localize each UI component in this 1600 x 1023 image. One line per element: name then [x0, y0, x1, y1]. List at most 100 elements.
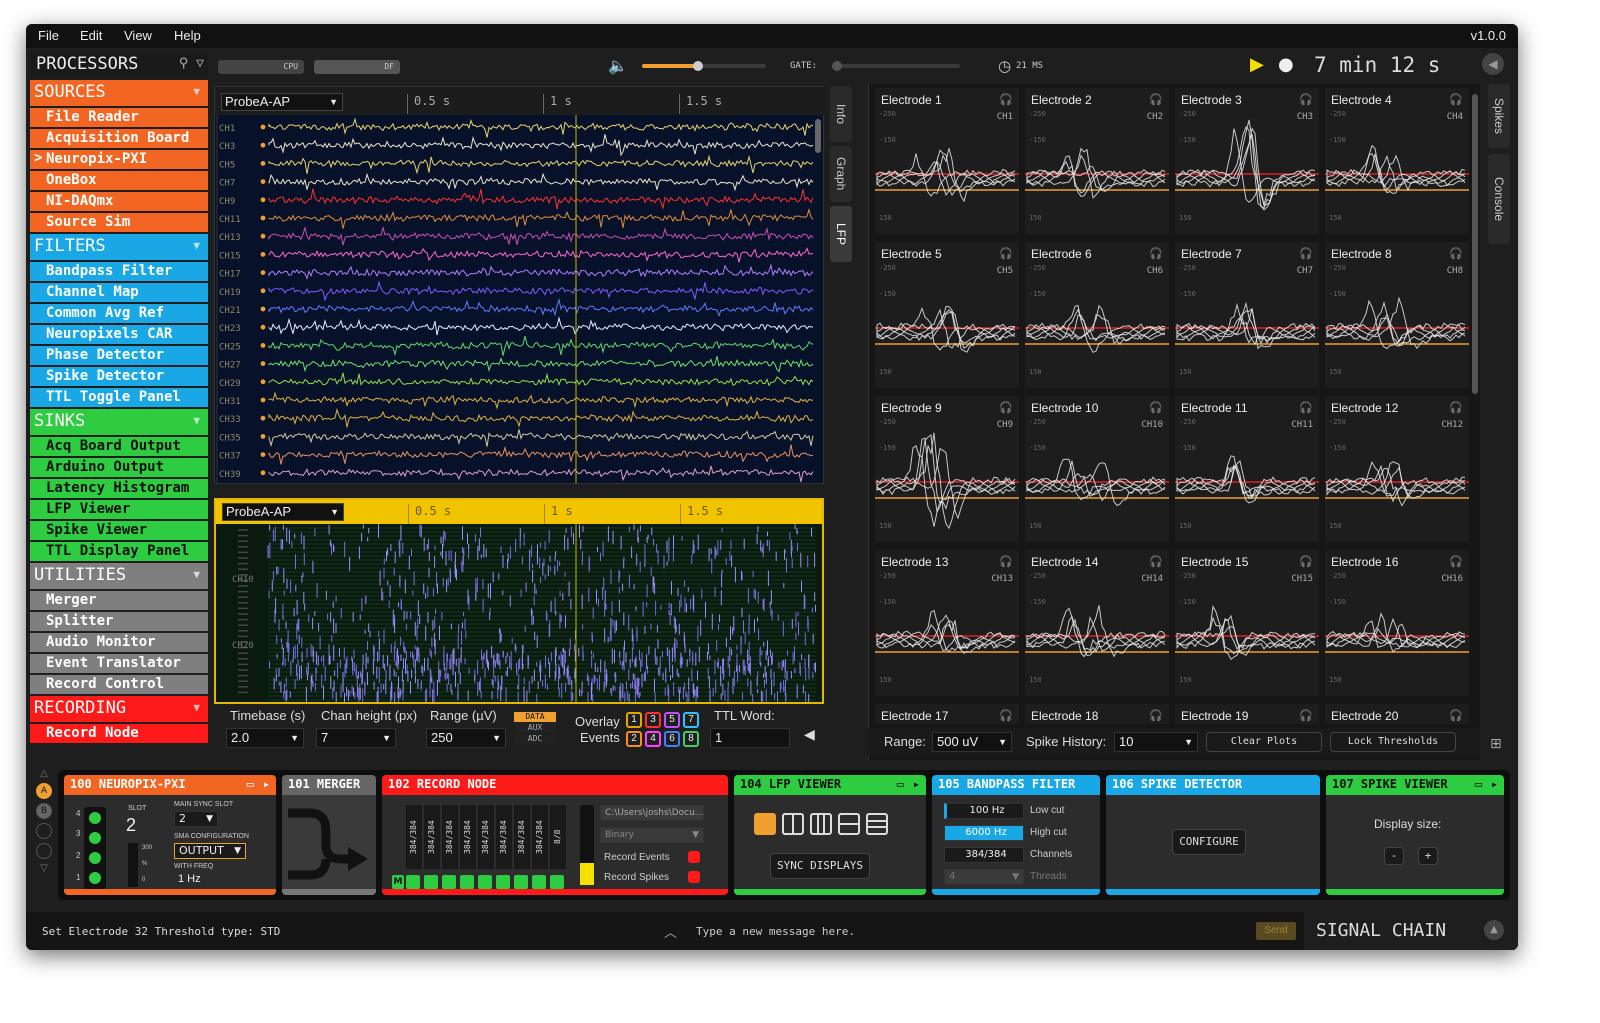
collapse-icon[interactable]: ▸ — [262, 777, 270, 791]
menu-edit[interactable]: Edit — [80, 28, 103, 43]
electrode-plot[interactable]: Electrode 8 🎧 CH8 -250 -150 150 — [1325, 242, 1469, 388]
signal-type-selector[interactable]: DATA AUX ADC — [514, 712, 556, 744]
tab-graph[interactable]: Graph — [830, 146, 852, 202]
headphones-icon[interactable]: 🎧 — [999, 555, 1013, 568]
volume-icon[interactable]: 🔈 — [608, 56, 628, 75]
processor-item[interactable]: Bandpass Filter — [30, 262, 208, 281]
collapse-arrow-icon[interactable]: ◀ — [804, 726, 815, 742]
layout-two-col-icon[interactable] — [782, 813, 804, 835]
stream-record-toggle[interactable] — [514, 875, 528, 889]
event-channel-toggle[interactable]: 1 — [626, 712, 642, 728]
scroll-down-icon[interactable]: ▽ — [40, 863, 48, 874]
stream-record-toggle[interactable] — [496, 875, 510, 889]
headphones-icon[interactable]: 🎧 — [1149, 709, 1163, 722]
raster-stream-select[interactable]: ProbeA-AP ▼ — [222, 503, 344, 521]
port-led[interactable] — [89, 812, 101, 824]
merger-icon[interactable] — [282, 797, 376, 893]
processor-item[interactable]: Record Control — [30, 675, 208, 694]
headphones-icon[interactable]: 🎧 — [1299, 247, 1313, 260]
mode-adc[interactable]: ADC — [514, 734, 556, 744]
electrode-plot[interactable]: Electrode 16 🎧 CH16 -250 -150 150 — [1325, 550, 1469, 696]
stream-record-toggle[interactable] — [478, 875, 492, 889]
stream-record-toggle[interactable] — [406, 875, 420, 889]
clear-plots-button[interactable]: Clear Plots — [1206, 732, 1322, 752]
processor-item[interactable]: Common Avg Ref — [30, 304, 208, 323]
headphones-icon[interactable]: 🎧 — [999, 401, 1013, 414]
stream-record-toggle[interactable] — [424, 875, 438, 889]
electrode-plot[interactable]: Electrode 6 🎧 CH6 -250 -150 150 — [1025, 242, 1169, 388]
processor-item[interactable]: Arduino Output — [30, 458, 208, 477]
spike-scrollbar[interactable] — [1472, 94, 1478, 394]
electrode-plot[interactable]: Electrode 9 🎧 CH9 -250 -150 150 — [875, 396, 1019, 542]
mode-data[interactable]: DATA — [514, 712, 556, 722]
window-icon[interactable]: ▭ — [896, 777, 904, 791]
low-cut-field[interactable]: 100 Hz — [944, 803, 1024, 819]
volume-slider[interactable] — [642, 61, 766, 71]
event-channel-toggle[interactable]: 3 — [645, 712, 661, 728]
processor-item[interactable]: Spike Viewer — [30, 521, 208, 540]
headphones-icon[interactable]: 🎧 — [999, 709, 1013, 722]
editor-lfp-viewer[interactable]: 104 LFP VIEWER ▭ ▸ SYNC DISPLAYS — [734, 775, 926, 895]
electrode-plot[interactable]: Electrode 15 🎧 CH15 -250 -150 150 — [1175, 550, 1319, 696]
electrode-plot[interactable]: Electrode 18 🎧 — [1025, 704, 1169, 724]
processor-item[interactable]: Event Translator — [30, 654, 208, 673]
range-select[interactable]: 250 ▼ — [426, 728, 506, 748]
port-led[interactable] — [89, 832, 101, 844]
electrode-plot[interactable]: Electrode 13 🎧 CH13 -250 -150 150 — [875, 550, 1019, 696]
electrode-plot[interactable]: Electrode 1 🎧 CH1 -250 -150 150 — [875, 88, 1019, 234]
headphones-icon[interactable]: 🎧 — [999, 247, 1013, 260]
record-master-toggle[interactable]: M — [392, 875, 404, 889]
menu-help[interactable]: Help — [174, 28, 201, 43]
gate-slider[interactable] — [832, 61, 960, 71]
editor-bandpass-filter[interactable]: 105 BANDPASS FILTER 100 Hz Low cut 6000 … — [932, 775, 1100, 895]
record-spikes-toggle[interactable] — [688, 871, 700, 883]
clock-reset-icon[interactable]: ◀ — [1482, 53, 1504, 75]
record-events-toggle[interactable] — [688, 851, 700, 863]
stream-record-toggle[interactable] — [532, 875, 546, 889]
processor-item[interactable]: TTL Display Panel — [30, 542, 208, 561]
menu-file[interactable]: File — [38, 28, 59, 43]
processor-item[interactable]: Merger — [30, 591, 208, 610]
window-icon[interactable]: ▭ — [1474, 777, 1482, 791]
chevron-up-icon[interactable]: ︿ — [664, 926, 678, 941]
signal-chain-slot[interactable] — [36, 823, 52, 839]
editor-spike-detector[interactable]: 106 SPIKE DETECTOR CONFIGURE — [1106, 775, 1320, 895]
lfp-scrollbar[interactable] — [815, 119, 821, 153]
headphones-icon[interactable]: 🎧 — [999, 93, 1013, 106]
electrode-plot[interactable]: Electrode 14 🎧 CH14 -250 -150 150 — [1025, 550, 1169, 696]
collapse-icon[interactable]: ▸ — [912, 777, 920, 791]
event-channel-toggle[interactable]: 2 — [626, 731, 642, 747]
message-input[interactable]: Type a new message here. — [696, 925, 855, 938]
category-sinks[interactable]: SINKS ▼ — [30, 409, 208, 435]
ttl-word-field[interactable]: 1 — [710, 728, 790, 748]
collapse-icon[interactable]: ▸ — [1490, 777, 1498, 791]
menu-view[interactable]: View — [124, 28, 152, 43]
headphones-icon[interactable]: 🎧 — [1449, 93, 1463, 106]
processor-item[interactable]: Record Node — [30, 724, 208, 743]
headphones-icon[interactable]: 🎧 — [1299, 93, 1313, 106]
headphones-icon[interactable]: 🎧 — [1149, 401, 1163, 414]
record-format-select[interactable]: Binary ▼ — [600, 827, 704, 843]
electrode-plot[interactable]: Electrode 7 🎧 CH7 -250 -150 150 — [1175, 242, 1319, 388]
processor-item[interactable]: Channel Map — [30, 283, 208, 302]
processor-item[interactable]: Neuropixels CAR — [30, 325, 208, 344]
volume-knob[interactable] — [692, 61, 703, 71]
tab-lfp[interactable]: LFP — [830, 206, 852, 262]
event-channel-toggle[interactable]: 8 — [683, 731, 699, 747]
processor-item[interactable]: LFP Viewer — [30, 500, 208, 519]
signal-chain-a[interactable]: A — [36, 783, 52, 799]
lfp-traces[interactable]: CH1 CH3 CH5 CH7 CH9 CH11 CH13 CH15 CH17 CH19 CH21 C… — [215, 115, 823, 483]
record-icon[interactable]: ● — [1278, 54, 1294, 75]
chan-height-select[interactable]: 7 ▼ — [316, 728, 396, 748]
processor-item[interactable]: Audio Monitor — [30, 633, 208, 652]
signal-chain-toggle-icon[interactable]: ▲ — [1484, 920, 1504, 940]
processor-item[interactable]: TTL Toggle Panel — [30, 388, 208, 407]
electrode-plot[interactable]: Electrode 17 🎧 — [875, 704, 1019, 724]
processor-item[interactable]: > Neuropix-PXI — [30, 150, 208, 169]
editor-merger[interactable]: 101 MERGER — [282, 775, 376, 895]
processor-item[interactable]: Phase Detector — [30, 346, 208, 365]
main-sync-select[interactable]: 2 ▼ — [174, 811, 218, 827]
layout-three-col-icon[interactable] — [810, 813, 832, 835]
electrode-plot[interactable]: Electrode 2 🎧 CH2 -250 -150 150 — [1025, 88, 1169, 234]
processor-item[interactable]: Splitter — [30, 612, 208, 631]
